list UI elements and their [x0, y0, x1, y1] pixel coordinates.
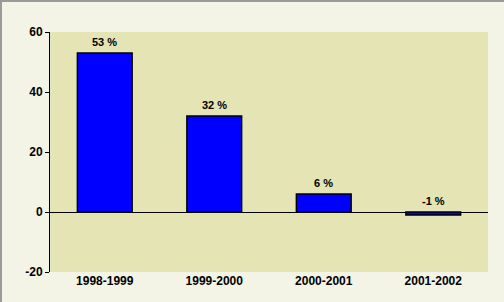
svg-text:-20: -20: [25, 265, 43, 279]
svg-text:2000-2001: 2000-2001: [295, 274, 353, 288]
svg-text:40: 40: [29, 85, 43, 99]
svg-text:2001-2002: 2001-2002: [405, 274, 463, 288]
svg-text:1998-1999: 1998-1999: [76, 274, 134, 288]
svg-text:1999-2000: 1999-2000: [186, 274, 244, 288]
svg-text:6 %: 6 %: [314, 177, 333, 189]
svg-text:0: 0: [36, 205, 43, 219]
svg-text:32 %: 32 %: [202, 99, 227, 111]
svg-text:-1 %: -1 %: [422, 195, 445, 207]
svg-text:20: 20: [29, 145, 43, 159]
svg-text:53 %: 53 %: [92, 36, 117, 48]
svg-text:60: 60: [29, 25, 43, 39]
